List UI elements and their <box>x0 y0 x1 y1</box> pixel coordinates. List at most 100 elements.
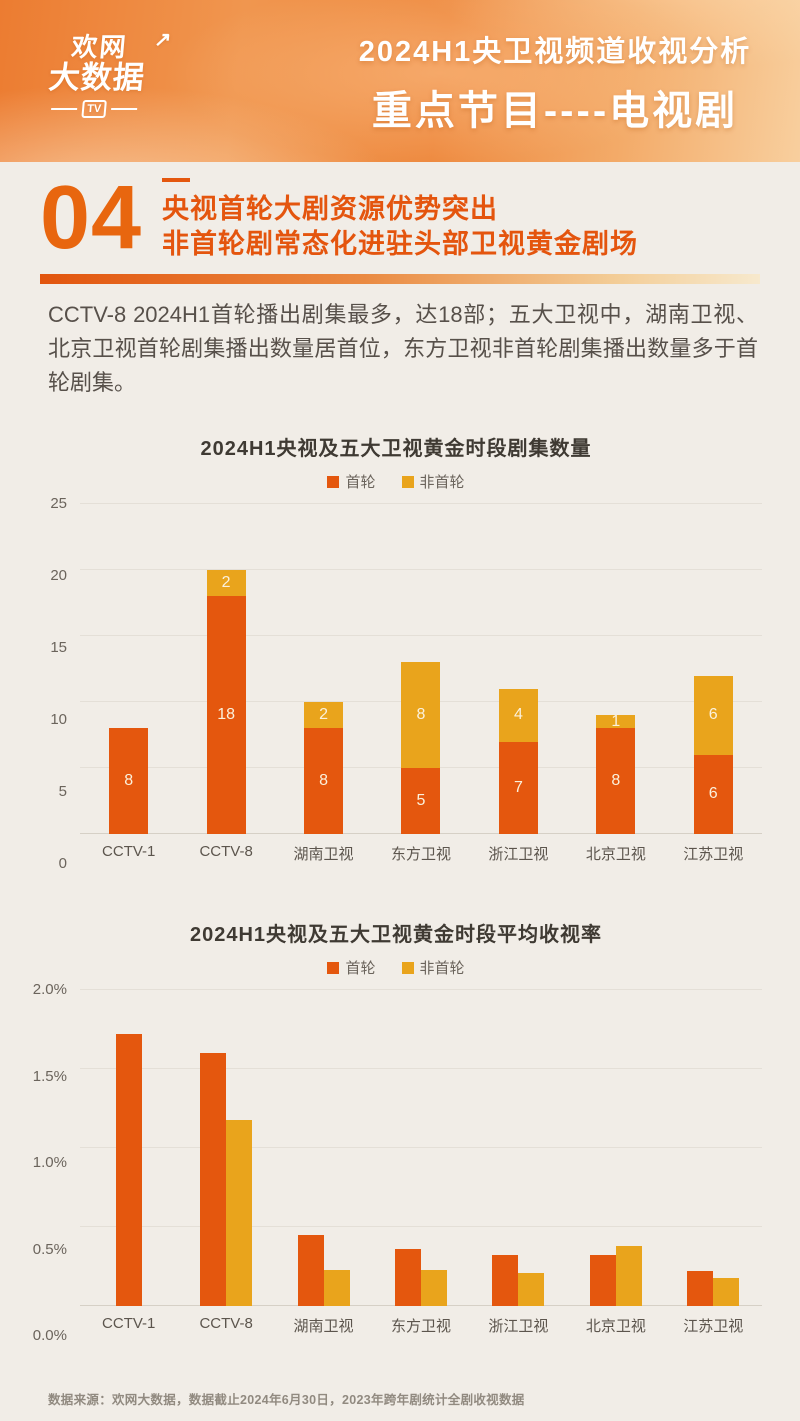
huanwang-bigdata-logo: 欢网 ↗ 大数据 TV <box>38 29 174 119</box>
category-slot <box>177 990 274 1306</box>
bar-first_run <box>394 1249 421 1306</box>
y-axis-tick-label: 0.0% <box>32 1327 67 1344</box>
y-axis-tick-label: 1.5% <box>32 1067 67 1085</box>
bar-value-label: 7 <box>513 778 523 796</box>
x-axis-category-label: 浙江卫视 <box>488 1318 549 1335</box>
category-slot <box>470 990 567 1306</box>
bar-first_run <box>200 1053 227 1306</box>
category-slot <box>275 990 372 1306</box>
section-number: 04 <box>40 168 143 268</box>
stacked-bar: 8 <box>109 504 149 834</box>
chart-legend: 首轮 非首轮 <box>30 471 762 492</box>
y-axis-tick-label: 25 <box>50 495 67 512</box>
bar-non_first_run <box>615 1245 642 1306</box>
bar-group <box>492 990 545 1306</box>
bar-value-label: 8 <box>416 706 426 724</box>
report-subtitle: 2024H1央卫视频道收视分析 <box>358 36 752 68</box>
x-axis-category-label: CCTV-8 <box>199 843 253 860</box>
chart-title: 2024H1央视及五大卫视黄金时段剧集数量 <box>200 438 592 460</box>
x-axis-category-label: CCTV-8 <box>199 1315 253 1332</box>
legend-label: 首轮 <box>345 474 376 491</box>
chart-legend: 首轮 非首轮 <box>30 957 762 978</box>
legend-item-first-run: 首轮 <box>327 957 376 978</box>
plot-area <box>80 989 762 1306</box>
x-axis-labels: CCTV-1 CCTV-8 湖南卫视 东方卫视 浙江卫视 北京卫视 江苏卫视 <box>80 1315 762 1336</box>
legend-item-first-run: 首轮 <box>327 471 376 492</box>
logo-dash-right <box>111 108 138 111</box>
first-run-swatch-icon <box>327 475 340 488</box>
category-slot <box>665 990 762 1306</box>
y-axis-tick-label: 0 <box>58 855 67 872</box>
heading-accent-dash <box>162 178 190 182</box>
category-slot <box>372 990 469 1306</box>
y-axis-labels: 0 5 10 15 20 25 <box>30 495 80 872</box>
bar-value-label: 5 <box>416 792 426 809</box>
bar-segment-first_run: 18 <box>206 596 246 834</box>
bar-non_first_run <box>420 1269 447 1306</box>
section-heading-block: 04 央视首轮大剧资源优势突出 非首轮剧常态化进驻头部卫视黄金剧场 <box>40 168 760 284</box>
bar-value-label: 2 <box>319 706 328 724</box>
category-slot <box>567 990 664 1306</box>
legend-label: 非首轮 <box>419 474 465 491</box>
x-axis-category-label: 江苏卫视 <box>683 1318 744 1335</box>
bar-value-label: 8 <box>124 772 134 790</box>
bar-first_run <box>492 1255 519 1306</box>
section-top-row: 04 央视首轮大剧资源优势突出 非首轮剧常态化进驻头部卫视黄金剧场 <box>40 168 760 268</box>
logo-line1: 欢网 ↗ <box>43 29 174 62</box>
chart-title: 2024H1央视及五大卫视黄金时段平均收视率 <box>189 924 603 946</box>
header-titles: 2024H1央卫视频道收视分析 重点节目----电视剧 <box>330 28 780 136</box>
bar-group <box>115 990 142 1306</box>
report-title: 重点节目----电视剧 <box>371 89 739 133</box>
bar-group <box>394 990 447 1306</box>
bar-segment-first_run: 8 <box>596 728 636 834</box>
y-axis-tick-label: 2.0% <box>32 981 67 998</box>
category-slot: 8 <box>80 504 177 834</box>
non-first-run-swatch-icon <box>401 961 414 974</box>
stacked-bar: 2 18 <box>206 504 246 834</box>
y-axis-tick-label: 0.5% <box>32 1240 67 1258</box>
x-axis-category-label: 浙江卫视 <box>488 846 549 863</box>
bar-non_first_run <box>323 1269 350 1306</box>
bar-segment-non_first_run: 8 <box>401 662 441 768</box>
bars-row: 8 2 18 2 8 8 5 4 7 1 8 6 6 <box>80 504 762 834</box>
bar-value-label: 1 <box>611 712 621 730</box>
logo-tv-row: TV <box>38 100 150 119</box>
bars-row <box>80 990 762 1306</box>
bar-segment-first_run: 8 <box>109 728 149 834</box>
legend-label: 首轮 <box>345 960 376 977</box>
chart-body: 0.0% 0.5% 1.0% 1.5% 2.0% CCTV-1 CCTV-8 湖南卫视 东方卫… <box>30 981 762 1344</box>
non-first-run-swatch-icon <box>401 475 414 488</box>
gradient-divider <box>40 274 760 284</box>
bar-value-label: 8 <box>611 772 621 790</box>
section-heading-line1: 央视首轮大剧资源优势突出 <box>162 194 498 224</box>
bar-segment-first_run: 6 <box>693 754 733 834</box>
bar-segment-first_run: 7 <box>498 741 538 834</box>
y-axis-tick-label: 5 <box>58 783 67 800</box>
summary-paragraph: CCTV-8 2024H1首轮播出剧集最多，达18部；五大卫视中，湖南卫视、北京… <box>48 302 758 395</box>
bar-segment-non_first_run: 2 <box>304 702 344 729</box>
x-axis-category-label: 东方卫视 <box>390 846 451 863</box>
bar-value-label: 18 <box>217 706 236 724</box>
x-axis-category-label: CCTV-1 <box>102 843 156 860</box>
bar-first_run <box>115 1034 142 1306</box>
legend-item-non-first-run: 非首轮 <box>401 471 465 492</box>
category-slot <box>80 990 177 1306</box>
x-axis-category-label: 江苏卫视 <box>683 846 744 863</box>
legend-label: 非首轮 <box>419 960 465 977</box>
bar-group <box>297 990 350 1306</box>
y-axis-labels: 0.0% 0.5% 1.0% 1.5% 2.0% <box>30 981 80 1344</box>
bar-segment-non_first_run: 2 <box>206 570 246 597</box>
x-axis-category-label: 湖南卫视 <box>293 846 354 863</box>
plot-column: CCTV-1 CCTV-8 湖南卫视 东方卫视 浙江卫视 北京卫视 江苏卫视 <box>80 989 762 1336</box>
gridline <box>80 1226 762 1227</box>
bar-segment-first_run: 8 <box>304 728 344 834</box>
bar-non_first_run <box>226 1119 253 1306</box>
x-axis-category-label: 湖南卫视 <box>293 1318 354 1335</box>
